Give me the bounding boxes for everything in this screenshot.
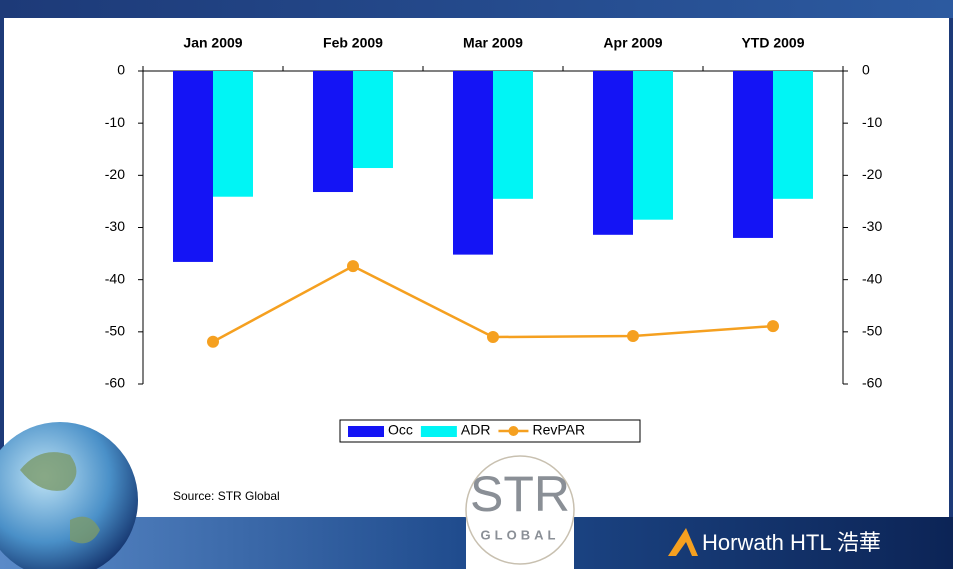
y2-tick-label: -10: [862, 114, 882, 130]
point: [207, 335, 219, 348]
y-tick-label: -60: [105, 375, 125, 391]
str-global: GLOBAL: [481, 527, 560, 542]
bar: [173, 71, 213, 262]
y-tick-label: -50: [105, 323, 125, 339]
str-logo: STR: [470, 466, 570, 522]
y2-tick-label: -50: [862, 323, 882, 339]
globe-land: [20, 452, 100, 544]
point: [487, 331, 499, 344]
str-logo-ring: [465, 455, 575, 565]
left-edge: [0, 18, 4, 518]
bar: [353, 71, 393, 169]
y2-tick-label: -20: [862, 166, 882, 182]
bar: [633, 71, 673, 220]
bar: [453, 71, 493, 255]
right-edge: [949, 18, 953, 518]
source: Source: STR Global: [173, 489, 280, 503]
brand: Horwath HTL 浩華: [702, 530, 881, 555]
y-tick-label: -20: [105, 166, 125, 182]
bar: [593, 71, 633, 235]
horwath-icon: [668, 528, 698, 556]
y-tick-label: 0: [117, 62, 125, 78]
x-tick-label: YTD 2009: [741, 35, 804, 51]
y2-tick-label: 0: [862, 62, 870, 78]
legend-label: Occ: [388, 422, 413, 438]
x-tick-label: Jan 2009: [183, 35, 242, 51]
legend-swatch: [348, 426, 384, 437]
y2-tick-label: -60: [862, 375, 882, 391]
bar: [733, 71, 773, 238]
legend-swatch: [420, 426, 457, 437]
legend-point: [508, 426, 519, 436]
bar: [493, 71, 533, 199]
y2-tick-label: -40: [862, 270, 882, 286]
y-tick-label: -10: [105, 114, 125, 130]
x-tick-label: Mar 2009: [463, 35, 523, 51]
bar: [773, 71, 813, 199]
x-tick-label: Apr 2009: [603, 35, 662, 51]
y-tick-label: -40: [105, 270, 125, 286]
bar: [313, 71, 353, 193]
legend-label: RevPAR: [532, 422, 585, 438]
y-tick-label: -30: [105, 218, 125, 234]
legend-label: ADR: [461, 422, 491, 438]
x-tick-label: Feb 2009: [323, 35, 383, 51]
point: [627, 330, 639, 343]
point: [767, 320, 779, 333]
bar: [213, 71, 253, 197]
legend-box: [339, 419, 641, 443]
top-band: [0, 0, 953, 18]
point: [347, 260, 359, 273]
y2-tick-label: -30: [862, 218, 882, 234]
